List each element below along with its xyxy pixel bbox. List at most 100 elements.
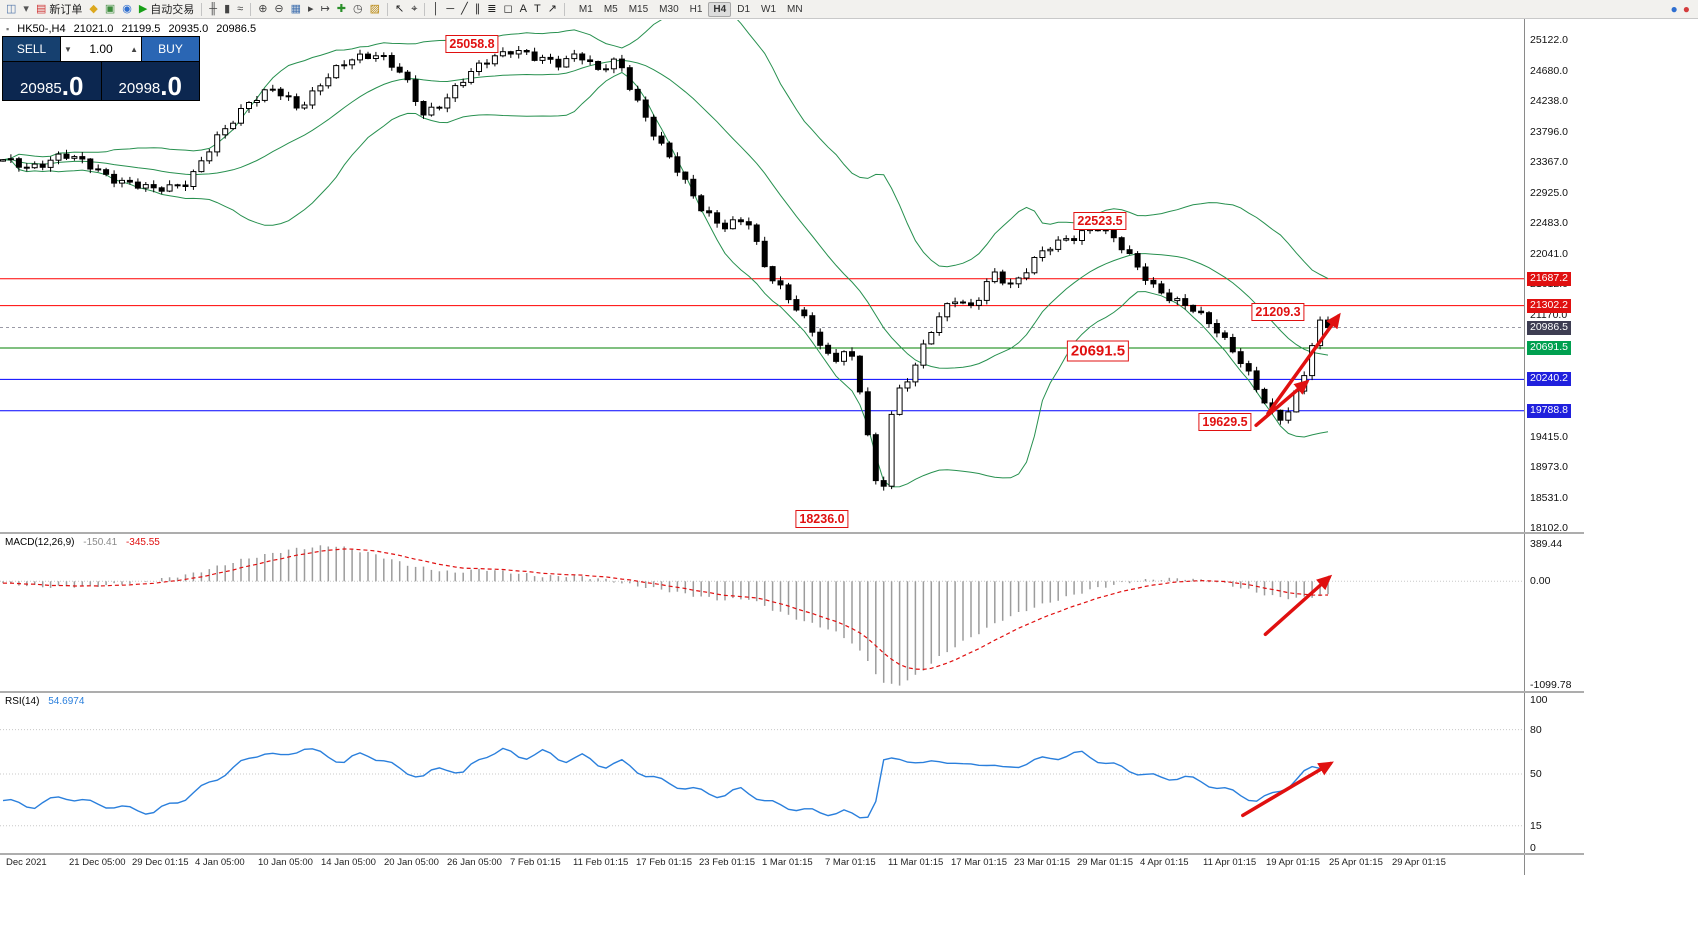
buy-price-display[interactable]: 20998 .0 bbox=[102, 62, 200, 100]
timeframe-w1[interactable]: W1 bbox=[761, 3, 777, 15]
fibonacci-icon[interactable]: ≣ bbox=[484, 1, 499, 18]
trendline-icon[interactable]: ╱ bbox=[458, 1, 471, 18]
arrow-tool-icon: ↗ bbox=[547, 2, 557, 15]
indicators-icon: ✚ bbox=[336, 2, 347, 15]
timeframe-m30[interactable]: M30 bbox=[659, 3, 679, 15]
candlestick-chart-icon[interactable]: ▮ bbox=[221, 1, 233, 18]
zoom-in-icon[interactable]: ⊕ bbox=[255, 1, 270, 18]
price-axis-label: 20691.5 bbox=[1527, 341, 1571, 356]
time-axis-label: 10 Jan 05:00 bbox=[258, 857, 313, 868]
time-axis-label: 26 Jan 05:00 bbox=[447, 857, 502, 868]
templates-icon[interactable]: ▨ bbox=[367, 1, 383, 18]
chart-window-icon[interactable]: ◫ bbox=[3, 1, 19, 18]
time-axis-label: 14 Jan 05:00 bbox=[321, 857, 376, 868]
text-icon[interactable]: A bbox=[517, 1, 530, 18]
vertical-line-icon[interactable]: │ bbox=[429, 1, 442, 18]
crosshair-icon: ⌖ bbox=[411, 2, 418, 15]
candlestick-chart-icon: ▮ bbox=[224, 2, 231, 15]
autotrading-button: ▶ bbox=[138, 2, 148, 15]
main-price-chart[interactable] bbox=[0, 20, 1524, 532]
rsi-name: RSI(14) bbox=[5, 696, 40, 707]
volume-increase-icon[interactable]: ▲ bbox=[130, 44, 138, 54]
chart-shift-icon: ↦ bbox=[320, 2, 330, 15]
time-axis-label: 4 Jan 05:00 bbox=[195, 857, 245, 868]
open-value: 21021.0 bbox=[73, 23, 114, 35]
sell-price-main: 20985 bbox=[20, 79, 62, 97]
zoom-out-icon[interactable]: ⊖ bbox=[271, 1, 286, 18]
timeframe-m1[interactable]: M1 bbox=[578, 3, 593, 15]
periods-icon[interactable]: ◷ bbox=[350, 1, 366, 18]
metaeditor-icon[interactable]: ◆ bbox=[86, 1, 100, 18]
market-icon: ◉ bbox=[122, 2, 132, 15]
shapes-icon: ◻ bbox=[503, 2, 513, 15]
market-icon[interactable]: ◉ bbox=[119, 1, 135, 18]
arrow-tool-icon[interactable]: ↗ bbox=[545, 1, 560, 18]
cursor-icon[interactable]: ↖ bbox=[392, 1, 407, 18]
timeframe-d1[interactable]: D1 bbox=[737, 3, 751, 15]
timeframe-mn[interactable]: MN bbox=[787, 3, 803, 15]
buy-price-main: 20998 bbox=[118, 79, 161, 97]
dropdown-caret-icon[interactable]: ▾ bbox=[20, 1, 32, 18]
pane-separator-macd[interactable] bbox=[0, 532, 1584, 534]
fibonacci-icon: ≣ bbox=[487, 2, 497, 15]
autotrading-button[interactable]: ▶ 自动交易 bbox=[136, 1, 197, 18]
buy-button[interactable]: BUY bbox=[142, 37, 199, 61]
timeframe-h4[interactable]: H4 bbox=[708, 1, 732, 17]
rsi-indicator-label: RSI(14) 54.6974 bbox=[5, 696, 90, 707]
time-axis-label: 23 Feb 01:15 bbox=[699, 857, 755, 868]
periods-icon: ◷ bbox=[353, 2, 363, 15]
timeframe-h1[interactable]: H1 bbox=[689, 3, 703, 15]
sell-price-display[interactable]: 20985 .0 bbox=[3, 62, 101, 100]
auto-scroll-icon[interactable]: ▸ bbox=[305, 1, 317, 18]
line-chart-icon[interactable]: ≈ bbox=[234, 1, 246, 18]
new-order-button[interactable]: ▤ 新订单 bbox=[33, 1, 85, 18]
rsi-chart[interactable] bbox=[0, 693, 1524, 853]
pane-separator-rsi[interactable] bbox=[0, 691, 1584, 693]
tile-windows-icon[interactable]: ▦ bbox=[288, 1, 304, 18]
price-axis-tick: 22925.0 bbox=[1530, 186, 1568, 199]
toolbar-separator bbox=[424, 2, 426, 16]
time-axis-label: 19 Apr 01:15 bbox=[1266, 857, 1320, 868]
price-axis-label: 21687.2 bbox=[1527, 271, 1571, 286]
price-callout: 21209.3 bbox=[1251, 303, 1305, 321]
macd-axis-tick: 0.00 bbox=[1530, 575, 1551, 588]
chart-shift-icon[interactable]: ↦ bbox=[318, 1, 333, 18]
pane-separator-timeaxis[interactable] bbox=[0, 853, 1584, 855]
timeframe-m5[interactable]: M5 bbox=[603, 3, 618, 15]
time-axis-label: 11 Apr 01:15 bbox=[1203, 857, 1257, 868]
sell-button[interactable]: SELL bbox=[3, 37, 60, 61]
time-axis-label: 7 Mar 01:15 bbox=[825, 857, 876, 868]
horizontal-line-icon: ─ bbox=[446, 2, 455, 15]
one-click-trade-panel: SELL ▼ 1.00 ▲ BUY 20985 .0 20998 .0 bbox=[2, 36, 200, 101]
price-axis-label: 20986.5 bbox=[1527, 320, 1571, 335]
volume-input[interactable]: ▼ 1.00 ▲ bbox=[60, 37, 142, 61]
horizontal-line-icon[interactable]: ─ bbox=[443, 1, 457, 18]
price-axis-tick: 24680.0 bbox=[1530, 64, 1568, 77]
tile-windows-icon: ▦ bbox=[290, 2, 302, 15]
macd-signal-value: -345.55 bbox=[125, 537, 160, 548]
dropdown-caret-icon: ▾ bbox=[23, 2, 29, 15]
low-value: 20935.0 bbox=[168, 23, 209, 35]
time-axis-label: 17 Feb 01:15 bbox=[636, 857, 692, 868]
price-callout: 20691.5 bbox=[1066, 340, 1130, 362]
shapes-icon[interactable]: ◻ bbox=[500, 1, 515, 18]
timeframe-m15[interactable]: M15 bbox=[628, 3, 649, 15]
ohlc-bars-icon: ╫ bbox=[209, 2, 218, 15]
indicators-icon[interactable]: ✚ bbox=[334, 1, 349, 18]
price-axis-tick: 25122.0 bbox=[1530, 34, 1568, 47]
guide-icon[interactable]: ▣ bbox=[102, 1, 118, 18]
volume-decrease-icon[interactable]: ▼ bbox=[64, 44, 72, 54]
alert-status-icon[interactable]: ● bbox=[1682, 2, 1690, 16]
price-axis[interactable] bbox=[1525, 19, 1589, 875]
price-axis-tick: 18531.0 bbox=[1530, 492, 1568, 505]
macd-axis-tick: -1099.78 bbox=[1530, 679, 1572, 692]
label-icon[interactable]: T bbox=[531, 1, 544, 18]
time-axis-label: 29 Dec 01:15 bbox=[132, 857, 189, 868]
crosshair-icon[interactable]: ⌖ bbox=[408, 1, 420, 18]
guide-icon: ▣ bbox=[104, 2, 116, 15]
macd-chart[interactable] bbox=[0, 534, 1524, 691]
info-status-icon[interactable]: ● bbox=[1670, 2, 1678, 16]
ohlc-bars-icon[interactable]: ╫ bbox=[206, 1, 220, 18]
channel-icon[interactable]: ∥ bbox=[472, 1, 484, 18]
price-axis-tick: 18973.0 bbox=[1530, 461, 1568, 474]
